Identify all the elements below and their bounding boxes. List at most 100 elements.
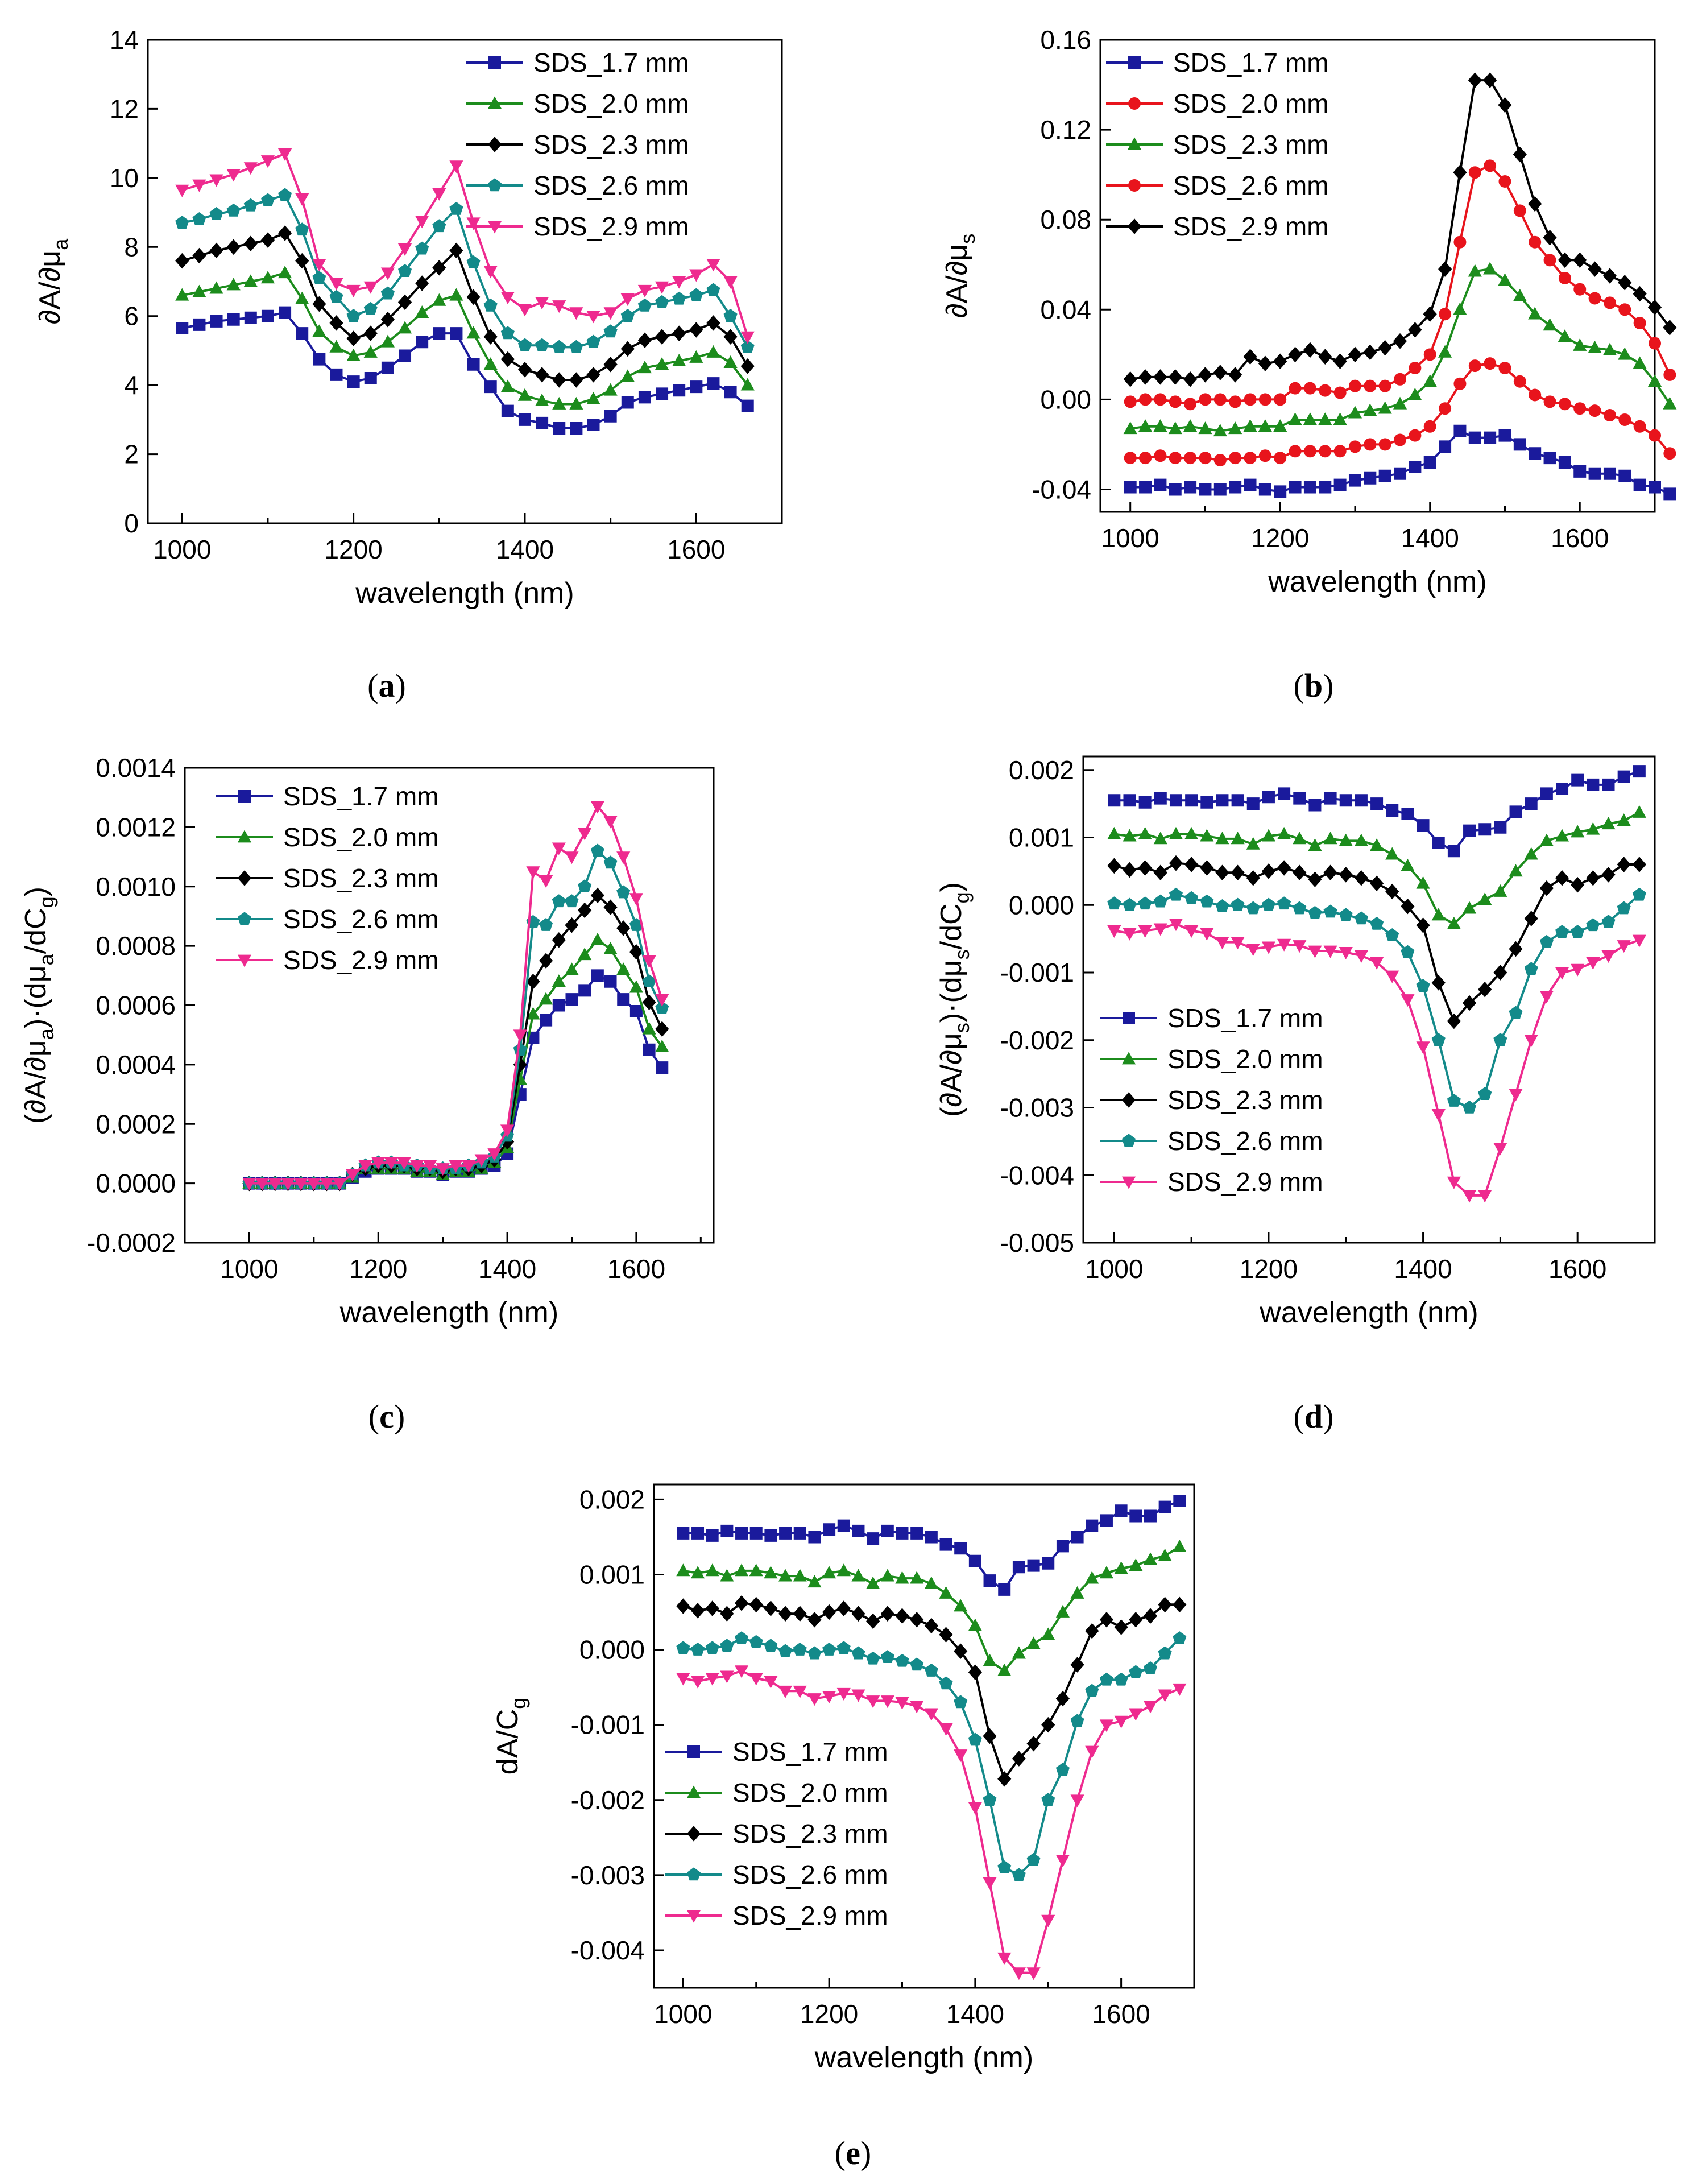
data-point: [793, 1685, 807, 1698]
data-point: [569, 340, 583, 353]
data-point: [432, 188, 446, 201]
data-point: [1633, 317, 1646, 329]
data-point: [1618, 347, 1632, 360]
data-point: [1184, 857, 1199, 872]
y-tick-label: 14: [110, 25, 139, 55]
data-point: [983, 1793, 997, 1806]
data-point: [226, 169, 241, 182]
data-point: [822, 1604, 836, 1620]
x-axis-label: wavelength (nm): [339, 1296, 558, 1329]
data-point: [1393, 333, 1407, 349]
data-point: [1231, 832, 1245, 845]
y-tick-label: 0.001: [1009, 823, 1074, 853]
data-point: [590, 887, 604, 904]
data-point: [1168, 421, 1182, 435]
data-point: [1528, 307, 1542, 320]
data-point: [1213, 393, 1227, 406]
data-point: [312, 324, 326, 337]
data-point: [1333, 353, 1347, 369]
legend-label: SDS_2.3 mm: [1167, 1085, 1323, 1115]
data-point: [676, 1598, 690, 1614]
data-point: [1258, 355, 1272, 371]
data-point: [822, 1566, 836, 1579]
data-point: [1573, 465, 1587, 478]
series-sds-2-0-mm: [175, 266, 755, 410]
data-point: [637, 298, 652, 312]
data-point: [1213, 454, 1227, 467]
data-point: [1323, 945, 1337, 958]
data-point: [1139, 452, 1152, 465]
data-point: [552, 300, 566, 313]
data-point: [895, 1608, 909, 1624]
data-point: [1462, 901, 1477, 914]
legend: SDS_1.7 mm SDS_2.0 mm SDS_2.3 mm SDS_2.6 mm…: [665, 1737, 888, 1930]
data-point: [1099, 1672, 1113, 1686]
data-point: [1129, 1708, 1143, 1721]
data-point: [1601, 867, 1616, 883]
data-point: [1261, 897, 1275, 911]
data-point: [277, 266, 292, 279]
data-point: [1324, 792, 1337, 805]
legend: SDS_1.7 mm SDS_2.0 mm SDS_2.3 mm SDS_2.6 mm…: [466, 48, 689, 241]
data-point: [1138, 925, 1152, 938]
data-point: [1438, 261, 1452, 277]
data-point: [778, 1569, 793, 1582]
data-point: [1401, 994, 1415, 1007]
data-point: [924, 1663, 938, 1677]
y-tick-label: 0.000: [1009, 890, 1074, 920]
data-point: [1012, 1967, 1026, 1980]
series-sds-2-0-mm: [1124, 357, 1676, 467]
data-point: [1026, 1735, 1041, 1752]
data-point: [968, 1664, 982, 1680]
data-point: [210, 315, 223, 328]
data-point: [243, 274, 258, 287]
data-point: [1416, 917, 1430, 933]
data-point: [1571, 825, 1585, 838]
legend-marker: [1121, 1052, 1136, 1065]
legend-marker: [1121, 1176, 1136, 1189]
x-tick-label: 1000: [1085, 1254, 1143, 1284]
data-point: [1603, 409, 1616, 422]
legend-marker: [687, 1745, 700, 1758]
data-point: [764, 1639, 778, 1652]
data-point: [620, 293, 635, 307]
data-point: [1158, 1548, 1172, 1561]
data-point: [461, 1160, 476, 1173]
data-point: [1158, 1596, 1172, 1613]
data-point: [706, 259, 720, 272]
legend: SDS_1.7 mm SDS_2.0 mm SDS_2.3 mm SDS_2.6 mm…: [1106, 48, 1329, 241]
data-point: [1618, 303, 1631, 316]
data-point: [312, 271, 326, 284]
data-point: [1183, 371, 1198, 387]
data-point: [1525, 797, 1538, 810]
data-point: [1026, 1967, 1041, 1980]
data-point: [295, 253, 309, 269]
data-point: [243, 235, 258, 251]
data-point: [1339, 947, 1353, 960]
series-sds-1-7-mm: [176, 306, 754, 435]
data-point: [295, 222, 309, 236]
data-point: [1649, 337, 1661, 350]
data-point: [449, 242, 463, 259]
series-sds-2-6-mm: [175, 188, 755, 353]
plot-frame: [1082, 755, 1656, 1244]
data-point: [415, 275, 429, 291]
data-point: [552, 894, 566, 908]
data-point: [1099, 1566, 1114, 1579]
data-point: [1278, 787, 1291, 800]
data-point: [1229, 452, 1242, 465]
data-point: [1524, 847, 1538, 860]
y-tick-label: 0.0010: [96, 872, 176, 901]
data-point: [983, 1574, 996, 1587]
data-point: [1603, 467, 1616, 480]
data-point: [1431, 975, 1446, 991]
data-point: [1200, 928, 1214, 941]
data-point: [1493, 1033, 1507, 1046]
data-point: [1369, 957, 1384, 970]
data-point: [851, 1646, 865, 1660]
data-point: [1468, 166, 1481, 179]
data-point: [1173, 1631, 1187, 1645]
legend-marker: [686, 1785, 701, 1798]
y-tick-label: 0.0006: [96, 991, 176, 1020]
data-point: [866, 1695, 880, 1709]
